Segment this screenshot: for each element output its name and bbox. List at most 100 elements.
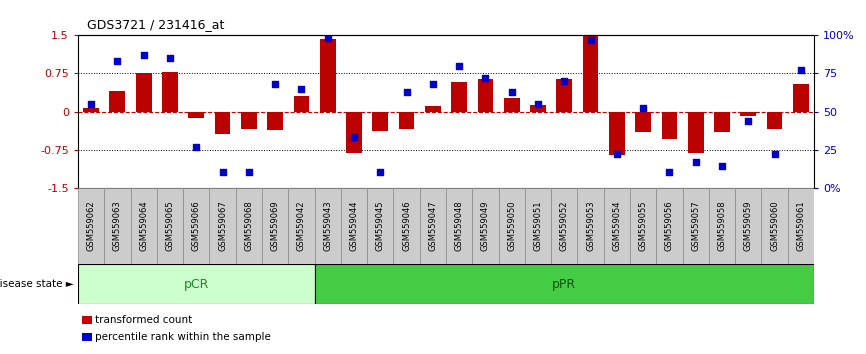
Bar — [78, 188, 104, 264]
Bar — [136, 73, 152, 112]
Bar — [104, 188, 131, 264]
Text: disease state ►: disease state ► — [0, 279, 74, 289]
Text: GSM559046: GSM559046 — [402, 200, 411, 251]
Point — [452, 63, 466, 69]
Bar — [372, 112, 388, 131]
Point — [794, 68, 808, 73]
Point — [637, 105, 650, 111]
Bar — [793, 84, 809, 112]
Bar — [393, 188, 420, 264]
Bar — [609, 112, 624, 155]
Point — [767, 151, 781, 157]
Bar — [709, 188, 735, 264]
Bar — [157, 188, 183, 264]
Text: GSM559047: GSM559047 — [429, 200, 437, 251]
Text: GSM559061: GSM559061 — [797, 200, 805, 251]
Text: GSM559069: GSM559069 — [270, 200, 280, 251]
Text: GSM559052: GSM559052 — [559, 200, 569, 251]
Bar — [131, 188, 157, 264]
Text: GSM559044: GSM559044 — [350, 200, 359, 251]
Bar — [268, 112, 283, 130]
Point — [320, 36, 334, 41]
Bar — [262, 188, 288, 264]
Bar — [688, 112, 703, 153]
Text: GSM559055: GSM559055 — [638, 200, 648, 251]
Point — [137, 52, 151, 58]
Point — [610, 151, 624, 157]
Point — [163, 55, 177, 61]
Bar — [210, 188, 236, 264]
Point — [715, 164, 729, 169]
Bar — [761, 188, 788, 264]
Text: GSM559065: GSM559065 — [165, 200, 174, 251]
Point — [426, 81, 440, 87]
Point — [741, 118, 755, 124]
Point — [84, 101, 98, 107]
Bar — [551, 188, 578, 264]
Bar — [188, 112, 204, 118]
Text: GSM559053: GSM559053 — [586, 200, 595, 251]
Bar — [78, 264, 314, 304]
Point — [111, 58, 125, 64]
Bar — [398, 112, 415, 129]
Bar — [288, 188, 314, 264]
Text: GSM559064: GSM559064 — [139, 200, 148, 251]
Point — [688, 159, 702, 165]
Bar — [636, 112, 651, 132]
Text: GSM559045: GSM559045 — [376, 200, 385, 251]
Point — [242, 170, 255, 175]
Bar — [367, 188, 393, 264]
Point — [268, 81, 282, 87]
Bar — [499, 188, 525, 264]
Bar — [766, 112, 783, 129]
Bar — [451, 82, 467, 112]
Text: transformed count: transformed count — [95, 315, 192, 325]
Point — [399, 89, 413, 95]
Bar — [162, 72, 178, 112]
Bar — [420, 188, 446, 264]
Point — [505, 89, 519, 95]
Point — [373, 170, 387, 175]
Bar — [241, 112, 256, 129]
Point — [294, 86, 308, 91]
Text: GSM559043: GSM559043 — [323, 200, 333, 251]
Point — [558, 78, 572, 84]
Bar — [236, 188, 262, 264]
Text: GSM559058: GSM559058 — [718, 200, 727, 251]
Bar — [314, 264, 814, 304]
Text: GSM559054: GSM559054 — [612, 200, 622, 251]
Bar — [341, 188, 367, 264]
Text: GDS3721 / 231416_at: GDS3721 / 231416_at — [87, 18, 224, 31]
Bar — [525, 188, 551, 264]
Bar — [578, 188, 604, 264]
Text: pPR: pPR — [553, 278, 577, 291]
Bar — [346, 112, 362, 153]
Bar — [583, 35, 598, 112]
Bar — [83, 108, 99, 112]
Point — [531, 101, 545, 107]
Bar — [604, 188, 630, 264]
Bar — [556, 79, 572, 112]
Text: GSM559056: GSM559056 — [665, 200, 674, 251]
Text: pCR: pCR — [184, 278, 209, 291]
Bar — [788, 188, 814, 264]
Point — [662, 170, 676, 175]
Bar — [662, 112, 677, 139]
Text: GSM559049: GSM559049 — [481, 200, 490, 251]
Bar — [314, 188, 341, 264]
Bar — [656, 188, 682, 264]
Bar — [215, 112, 230, 134]
Text: GSM559051: GSM559051 — [533, 200, 542, 251]
Point — [479, 75, 493, 81]
Bar — [740, 112, 756, 115]
Text: percentile rank within the sample: percentile rank within the sample — [95, 332, 271, 342]
Text: GSM559050: GSM559050 — [507, 200, 516, 251]
Point — [584, 37, 598, 43]
Bar — [477, 79, 494, 112]
Point — [216, 170, 229, 175]
Bar — [530, 105, 546, 112]
Bar — [630, 188, 656, 264]
Text: GSM559066: GSM559066 — [191, 200, 201, 251]
Bar — [472, 188, 499, 264]
Point — [347, 135, 361, 140]
